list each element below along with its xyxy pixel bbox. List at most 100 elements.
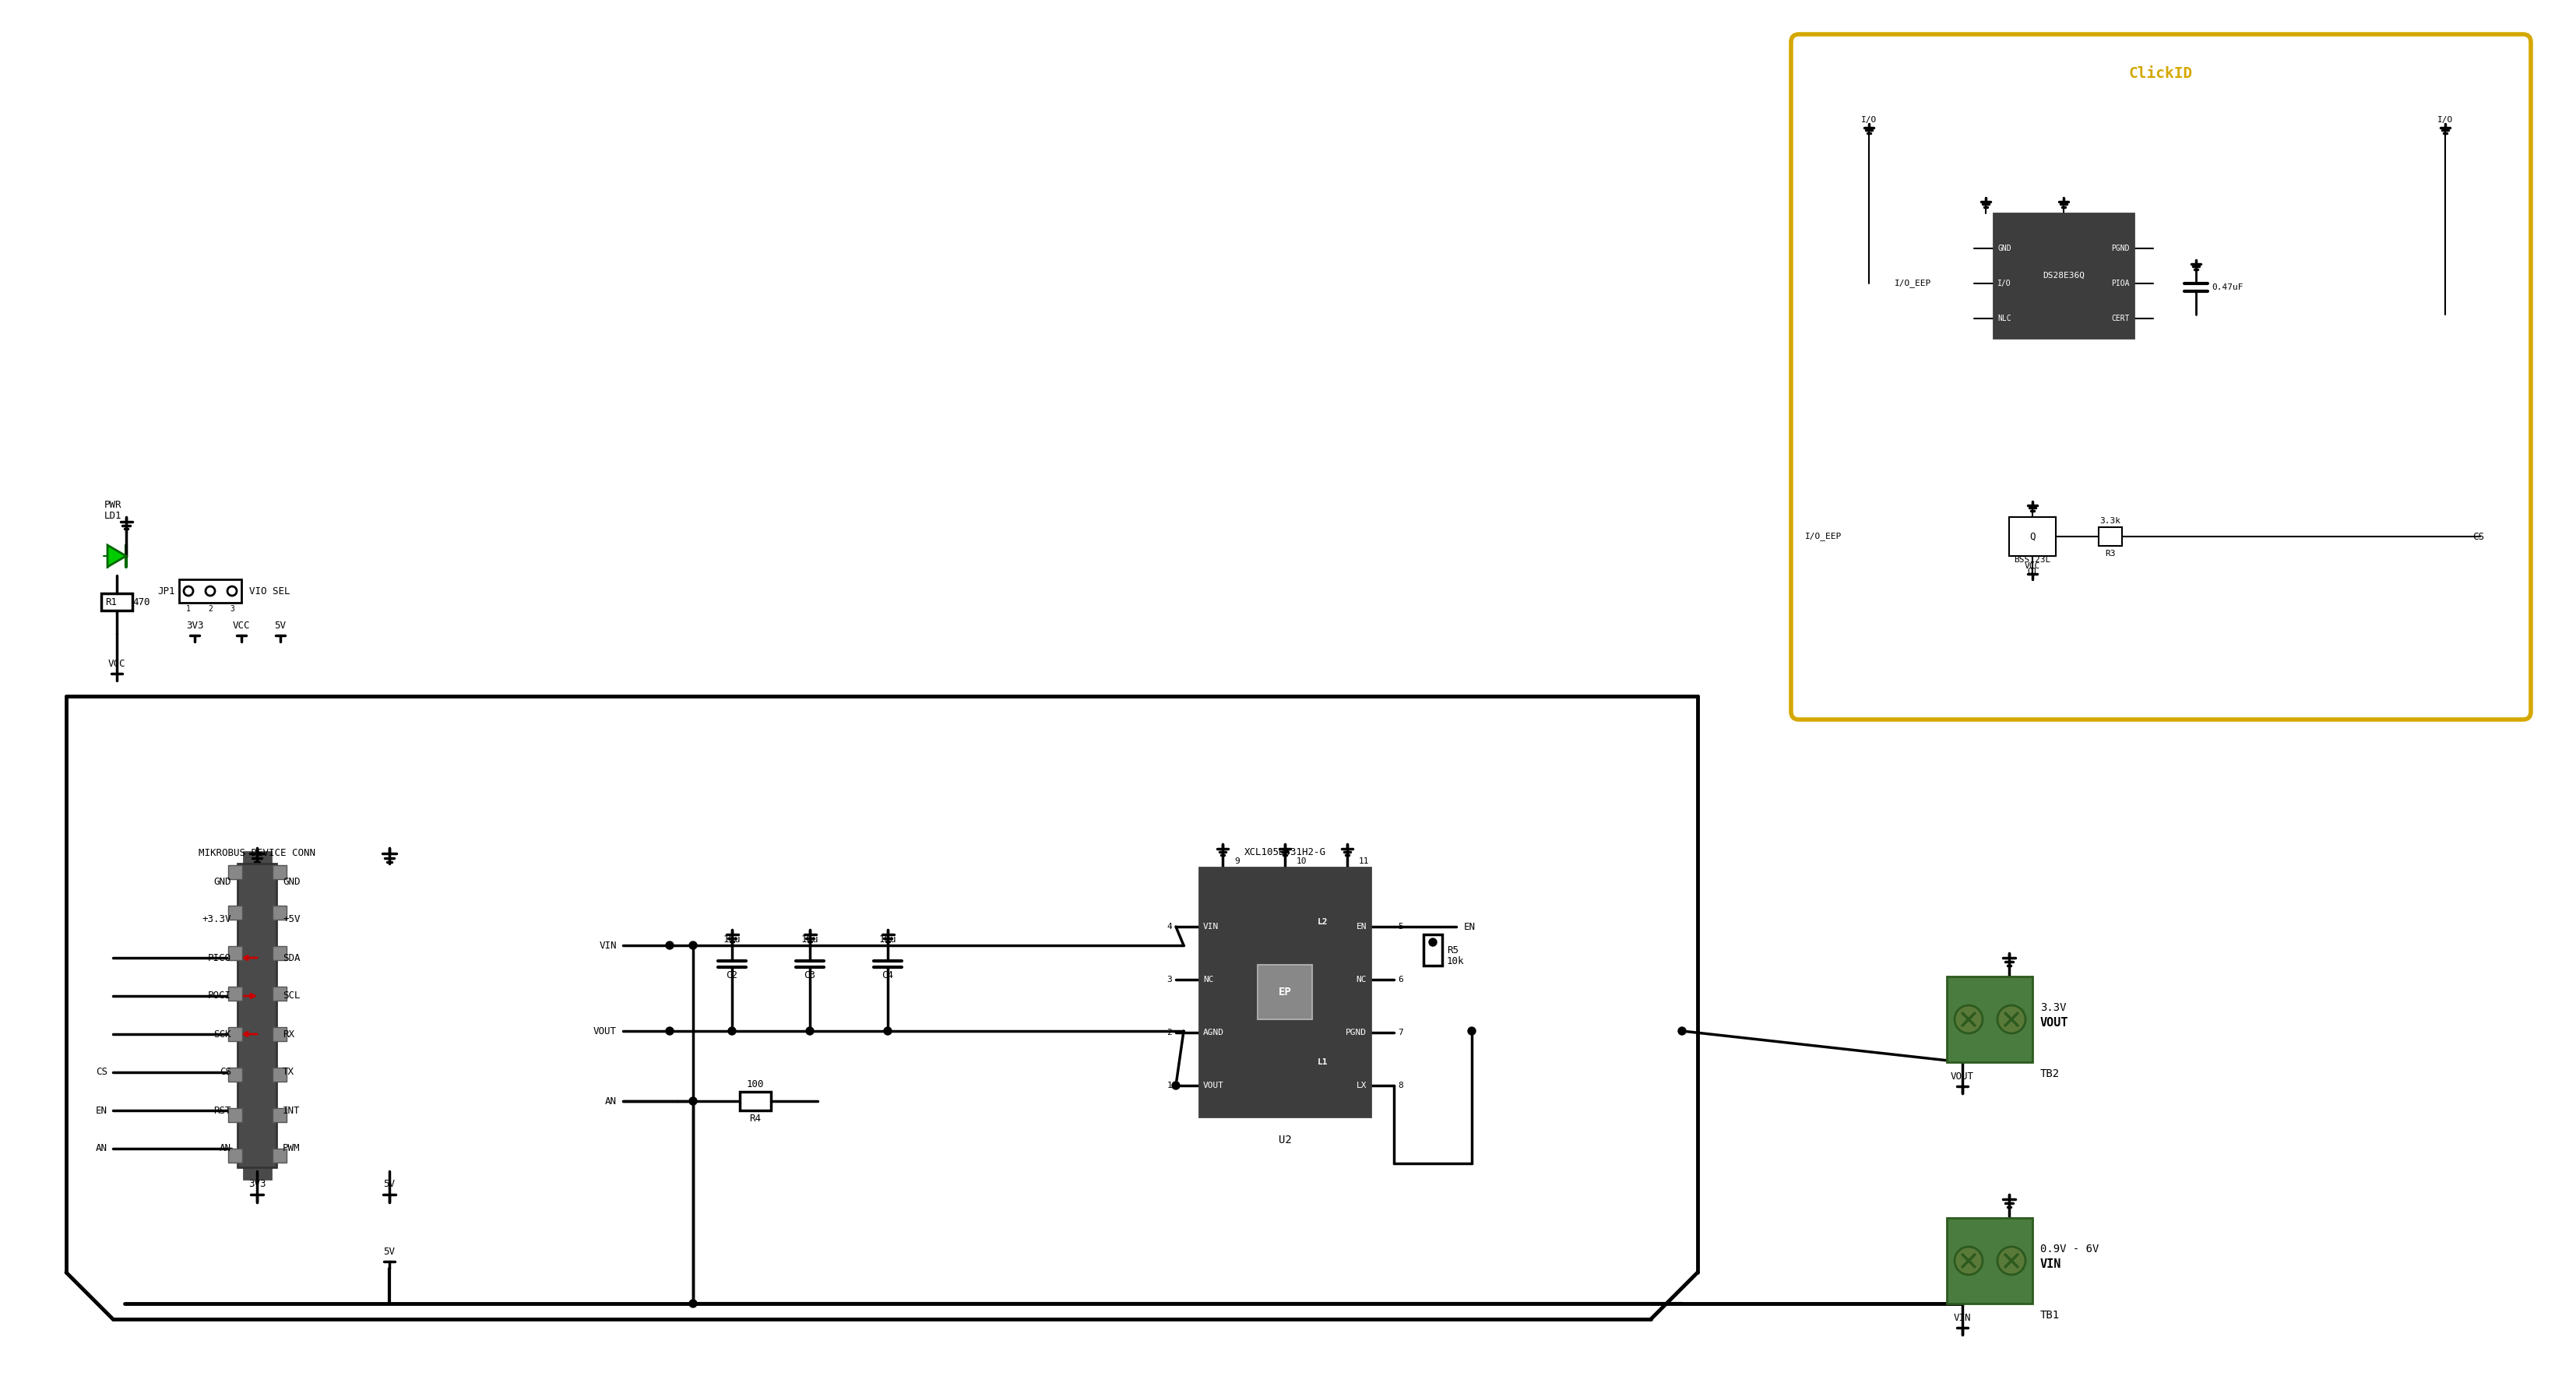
Text: ClickID: ClickID	[2128, 66, 2192, 81]
Text: 2: 2	[1167, 1028, 1172, 1037]
Text: 5: 5	[1399, 923, 1404, 930]
Text: I/O: I/O	[1996, 279, 2012, 288]
Text: SDA: SDA	[283, 953, 301, 963]
Text: 0.47uF: 0.47uF	[2213, 284, 2244, 291]
Bar	[180, 580, 242, 602]
Text: BSS123L: BSS123L	[2014, 556, 2050, 564]
Text: VIO SEL: VIO SEL	[250, 585, 291, 597]
Bar	[227, 905, 242, 919]
Text: Q: Q	[2030, 531, 2035, 542]
Text: VIN: VIN	[1953, 1313, 1971, 1323]
Text: U2: U2	[1278, 1134, 1291, 1146]
Bar	[273, 865, 286, 879]
Circle shape	[1468, 1027, 1476, 1035]
Text: VIN: VIN	[600, 940, 616, 950]
Text: 10: 10	[1296, 858, 1306, 865]
Text: 3.3k: 3.3k	[2099, 517, 2120, 525]
Text: 10u: 10u	[724, 935, 742, 944]
Text: +5V: +5V	[283, 915, 301, 925]
Text: EN: EN	[95, 1105, 108, 1115]
Text: I/O: I/O	[1860, 116, 1878, 124]
Text: R5: R5	[1448, 944, 1458, 956]
Text: PICO: PICO	[209, 953, 232, 963]
Bar	[227, 865, 242, 879]
Bar	[227, 1148, 242, 1162]
Text: LD1: LD1	[103, 510, 121, 521]
Text: L1: L1	[1316, 1058, 1327, 1066]
Text: GND: GND	[1996, 244, 2012, 253]
Bar	[1306, 1055, 1340, 1070]
Circle shape	[729, 1027, 737, 1035]
Text: 2: 2	[209, 605, 214, 613]
Text: RX: RX	[283, 1030, 294, 1039]
Bar	[227, 1108, 242, 1122]
Circle shape	[690, 942, 698, 949]
Circle shape	[206, 587, 214, 595]
Circle shape	[690, 1097, 698, 1105]
Bar	[242, 852, 270, 1179]
Text: PWR: PWR	[103, 500, 121, 510]
Text: 1: 1	[185, 605, 191, 613]
Bar	[1306, 915, 1340, 930]
Text: C3: C3	[804, 970, 817, 981]
Text: GND: GND	[214, 876, 232, 887]
Text: C4: C4	[881, 970, 894, 981]
Bar	[227, 1027, 242, 1041]
Bar	[227, 986, 242, 1000]
Text: TX: TX	[283, 1067, 294, 1077]
Text: INT: INT	[283, 1105, 301, 1115]
Text: VIN: VIN	[2040, 1259, 2061, 1270]
Text: Q1: Q1	[2027, 567, 2038, 576]
Circle shape	[884, 1027, 891, 1035]
Bar	[1994, 214, 2133, 338]
Text: 1: 1	[1167, 1081, 1172, 1090]
Circle shape	[183, 587, 193, 595]
Text: +3.3V: +3.3V	[201, 915, 232, 925]
Text: 0.9V - 6V: 0.9V - 6V	[2040, 1243, 2099, 1255]
Bar	[100, 594, 131, 610]
Text: VOUT: VOUT	[2040, 1017, 2069, 1030]
Text: JP1: JP1	[157, 585, 175, 597]
Text: EP: EP	[1278, 986, 1291, 997]
Text: 5V: 5V	[384, 1179, 394, 1189]
Text: 9: 9	[1234, 858, 1239, 865]
Text: CS: CS	[219, 1067, 232, 1077]
Circle shape	[1955, 1006, 1984, 1034]
Text: XCL105B331H2-G: XCL105B331H2-G	[1244, 847, 1327, 856]
Text: PGND: PGND	[2112, 244, 2130, 253]
Circle shape	[1996, 1006, 2025, 1034]
Text: 6: 6	[1399, 975, 1404, 983]
Text: AN: AN	[95, 1144, 108, 1154]
Bar	[273, 986, 286, 1000]
Text: 10u: 10u	[878, 935, 896, 944]
Text: 5V: 5V	[276, 620, 286, 631]
Text: VIN: VIN	[1203, 923, 1218, 930]
Text: I/O_EEP: I/O_EEP	[1893, 279, 1932, 288]
Polygon shape	[108, 545, 126, 567]
Text: VOUT: VOUT	[1950, 1071, 1973, 1081]
Text: 100: 100	[747, 1078, 765, 1090]
Bar	[1425, 935, 1443, 965]
Text: 3.3V: 3.3V	[2040, 1002, 2066, 1013]
Circle shape	[1172, 1081, 1180, 1090]
Text: 7: 7	[1399, 1028, 1404, 1037]
Text: 3: 3	[229, 605, 234, 613]
Text: VCC: VCC	[232, 620, 250, 631]
Text: R4: R4	[750, 1113, 760, 1123]
Text: C2: C2	[726, 970, 737, 981]
Text: NC: NC	[1203, 975, 1213, 983]
Text: VCC: VCC	[2025, 563, 2040, 570]
Bar	[1947, 977, 2032, 1062]
Text: PIOA: PIOA	[2112, 279, 2130, 288]
Circle shape	[1677, 1027, 1685, 1035]
Text: 3: 3	[1167, 975, 1172, 983]
Text: I/O_EEP: I/O_EEP	[1806, 532, 1842, 541]
Text: RST: RST	[214, 1105, 232, 1115]
Text: AN: AN	[605, 1097, 616, 1106]
Text: PGND: PGND	[1345, 1028, 1368, 1037]
Circle shape	[1430, 939, 1437, 946]
Text: 3V3: 3V3	[247, 1179, 265, 1189]
Bar	[1257, 965, 1311, 1020]
Circle shape	[806, 1027, 814, 1035]
Bar	[739, 1091, 770, 1111]
